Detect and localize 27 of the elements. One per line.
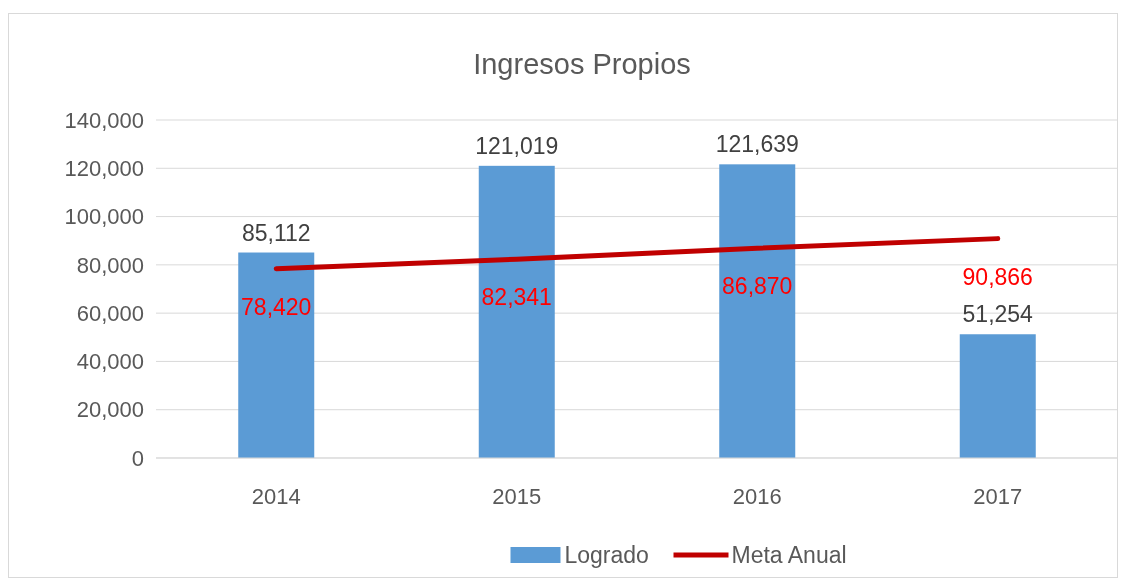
legend-label: Meta Anual	[731, 542, 847, 569]
bar	[478, 165, 555, 458]
data-label: 90,866	[962, 263, 1033, 290]
y-tick-label: 0	[131, 445, 144, 471]
data-label: 86,870	[722, 273, 793, 300]
x-tick-label: 2017	[973, 484, 1023, 509]
y-tick-label: 140,000	[64, 107, 144, 133]
data-label: 82,341	[481, 284, 552, 311]
y-tick-label: 20,000	[76, 397, 144, 423]
x-tick-label: 2015	[492, 484, 542, 509]
y-tick-label: 100,000	[64, 204, 144, 230]
legend-label: Logrado	[564, 542, 649, 569]
data-label: 51,254	[962, 301, 1034, 328]
y-tick-label: 60,000	[76, 300, 144, 326]
bar	[238, 252, 315, 458]
x-tick-label: 2014	[251, 484, 301, 509]
data-label: 78,420	[241, 293, 312, 320]
data-label: 121,639	[715, 131, 799, 158]
bar	[719, 164, 796, 458]
x-tick-label: 2016	[732, 484, 782, 509]
data-label: 85,112	[241, 219, 311, 246]
y-tick-label: 80,000	[76, 252, 144, 278]
y-tick-label: 40,000	[76, 349, 144, 375]
bar	[959, 334, 1036, 458]
data-label: 121,019	[475, 132, 559, 159]
y-tick-label: 120,000	[64, 155, 144, 181]
chart-title: Ingresos Propios	[473, 48, 691, 80]
